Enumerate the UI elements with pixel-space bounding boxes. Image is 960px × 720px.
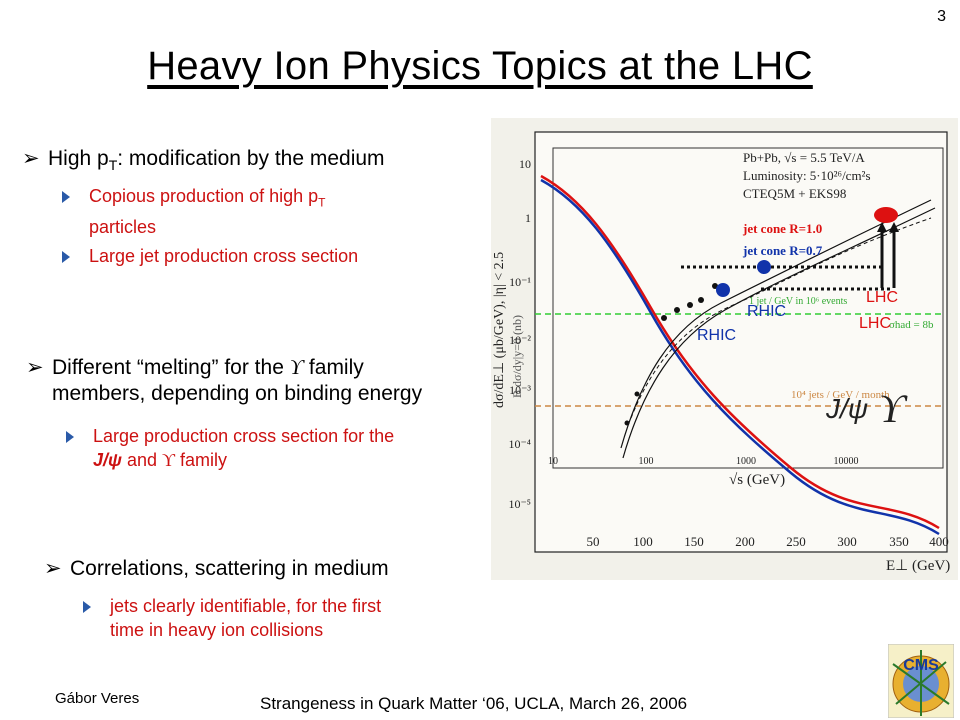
bullet-text: family bbox=[303, 356, 364, 379]
x-axis-label: E⊥ (GeV) bbox=[886, 558, 950, 574]
rising-curve-2 bbox=[622, 207, 936, 459]
lhc-label-red: LHC bbox=[859, 315, 891, 332]
bullet-text: Different “melting” for the bbox=[52, 356, 290, 379]
logo-text: CMS bbox=[903, 657, 939, 674]
x-tick: 400 bbox=[929, 534, 949, 549]
green-note: 1 jet / GeV in 10⁶ events bbox=[749, 296, 847, 307]
sub-item-jet-cross-section: Large jet production cross section bbox=[62, 244, 359, 268]
y-tick: 10⁻¹ bbox=[509, 275, 531, 289]
data-point bbox=[661, 315, 667, 321]
inset-x-tick: 1000 bbox=[736, 456, 756, 467]
jpsi-text: J/ψ bbox=[93, 450, 122, 470]
slide-number: 3 bbox=[937, 8, 946, 25]
bullet-text: members, depending on binding energy bbox=[52, 382, 423, 405]
sub-item-text: Large production cross section for the bbox=[93, 426, 395, 446]
sub-item-text: particles bbox=[89, 216, 157, 237]
cross-section-figure: Pb+Pb, √s = 5.5 TeV/A Luminosity: 5·10²⁶… bbox=[491, 118, 958, 580]
upsilon-symbol: ϒ bbox=[289, 355, 304, 379]
y-tick: 1 bbox=[525, 211, 531, 225]
data-points bbox=[624, 283, 718, 426]
sub-bullet-icon bbox=[62, 191, 70, 203]
jpsi-label: J/ψ bbox=[825, 393, 868, 424]
x-tick: 200 bbox=[735, 534, 755, 549]
data-point bbox=[634, 391, 640, 397]
arrow-bullet-icon: ➢ bbox=[26, 356, 44, 379]
rising-curve-1 bbox=[620, 199, 932, 449]
inset-x-tick: 10 bbox=[548, 456, 558, 467]
arrowhead-icon bbox=[889, 222, 899, 232]
sub-item-subscript: T bbox=[318, 195, 326, 210]
data-point bbox=[624, 420, 630, 426]
sub-item-text: jets clearly identifiable, for the first bbox=[110, 596, 382, 616]
x-tick: 250 bbox=[786, 534, 806, 549]
inset-frame bbox=[552, 147, 944, 469]
legend-line-2: Luminosity: 5·10²⁶/cm²s bbox=[743, 168, 871, 183]
sub-bullet-icon bbox=[66, 431, 74, 443]
y2-axis-label: B dσ/dy|y=0 (nb) bbox=[510, 315, 524, 398]
sub-item-copious: Copious production of high pT particles bbox=[62, 184, 326, 239]
bullet-text: : modification by the medium bbox=[117, 147, 385, 170]
x-tick: 100 bbox=[633, 534, 653, 549]
sub-bullet-icon bbox=[83, 601, 91, 613]
sub-item-text: family bbox=[174, 450, 227, 470]
rhic-label-blue-2: RHIC bbox=[697, 327, 736, 344]
logo-tracks bbox=[892, 650, 950, 716]
y-tick: 10⁻⁵ bbox=[508, 497, 531, 511]
sigma-note: σhad = 8b bbox=[889, 319, 934, 331]
sub-item-text: Large jet production cross section bbox=[89, 246, 359, 266]
jet-cone-2-label: jet cone R=0.7 bbox=[742, 243, 823, 258]
x-tick: 50 bbox=[587, 534, 600, 549]
x-tick: 350 bbox=[889, 534, 909, 549]
data-point bbox=[674, 307, 680, 313]
inset-x-tick: 10000 bbox=[834, 456, 859, 467]
footer-author: Gábor Veres bbox=[55, 690, 140, 707]
rising-curve-3 bbox=[630, 217, 932, 419]
y-tick: 10 bbox=[519, 157, 531, 171]
slide-title: Heavy Ion Physics Topics at the LHC bbox=[147, 44, 813, 88]
bullet-melting: ➢ Different “melting” for the ϒ family me… bbox=[26, 354, 496, 407]
inset-x-tick: 100 bbox=[639, 456, 654, 467]
data-point bbox=[698, 297, 704, 303]
jet-cone-1-label: jet cone R=1.0 bbox=[742, 221, 822, 236]
rhic-label-blue: RHIC bbox=[747, 303, 786, 320]
orange-note: 10⁴ jets / GeV / month bbox=[791, 389, 890, 401]
sub-item-text: Copious production of high p bbox=[89, 186, 319, 206]
arrow-bullet-icon: ➢ bbox=[22, 147, 40, 170]
bullet-subscript: T bbox=[108, 157, 118, 174]
y-tick: 10⁻³ bbox=[509, 383, 531, 397]
rhic-jet-marker bbox=[757, 260, 771, 274]
sub-item-text: time in heavy ion collisions bbox=[110, 620, 324, 640]
sub-item-text: and bbox=[121, 450, 162, 470]
x-tick: 150 bbox=[684, 534, 704, 549]
bullet-text: High p bbox=[48, 147, 109, 170]
lhc-marker bbox=[874, 207, 898, 223]
inset-x-label: √s (GeV) bbox=[729, 472, 785, 488]
bullet-text: Correlations, scattering in medium bbox=[70, 557, 389, 580]
data-point bbox=[687, 302, 693, 308]
arrow-bullet-icon: ➢ bbox=[44, 557, 62, 580]
y-axis-label: dσ/dE⊥ (μb/GeV), |η| < 2.5 bbox=[492, 252, 507, 408]
y-tick: 10⁻⁴ bbox=[508, 437, 531, 451]
arrowhead-icon bbox=[877, 222, 887, 232]
bullet-correlations: ➢ Correlations, scattering in medium bbox=[44, 556, 389, 582]
red-spectrum-curve bbox=[540, 174, 940, 530]
lhc-label-red-2: LHC bbox=[866, 289, 898, 306]
upsilon-symbol: ϒ bbox=[161, 450, 175, 470]
blue-spectrum-curve bbox=[540, 178, 940, 536]
y-tick: 10⁻² bbox=[509, 333, 531, 347]
rhic-marker bbox=[716, 283, 730, 297]
footer-conference: Strangeness in Quark Matter ‘06, UCLA, M… bbox=[260, 694, 688, 713]
x-tick: 300 bbox=[837, 534, 857, 549]
sub-item-production: Large production cross section for the J… bbox=[66, 424, 395, 472]
sub-item-jets-identifiable: jets clearly identifiable, for the first… bbox=[83, 594, 382, 642]
sub-bullet-icon bbox=[62, 251, 70, 263]
bullet-high-pt: ➢ High pT: modification by the medium bbox=[22, 146, 385, 178]
cms-logo: CMS bbox=[888, 644, 954, 718]
legend-line-1: Pb+Pb, √s = 5.5 TeV/A bbox=[743, 150, 865, 165]
legend-line-3: CTEQ5M + EKS98 bbox=[743, 186, 846, 201]
plot-frame bbox=[534, 131, 948, 553]
upsilon-label: ϒ bbox=[879, 386, 908, 431]
